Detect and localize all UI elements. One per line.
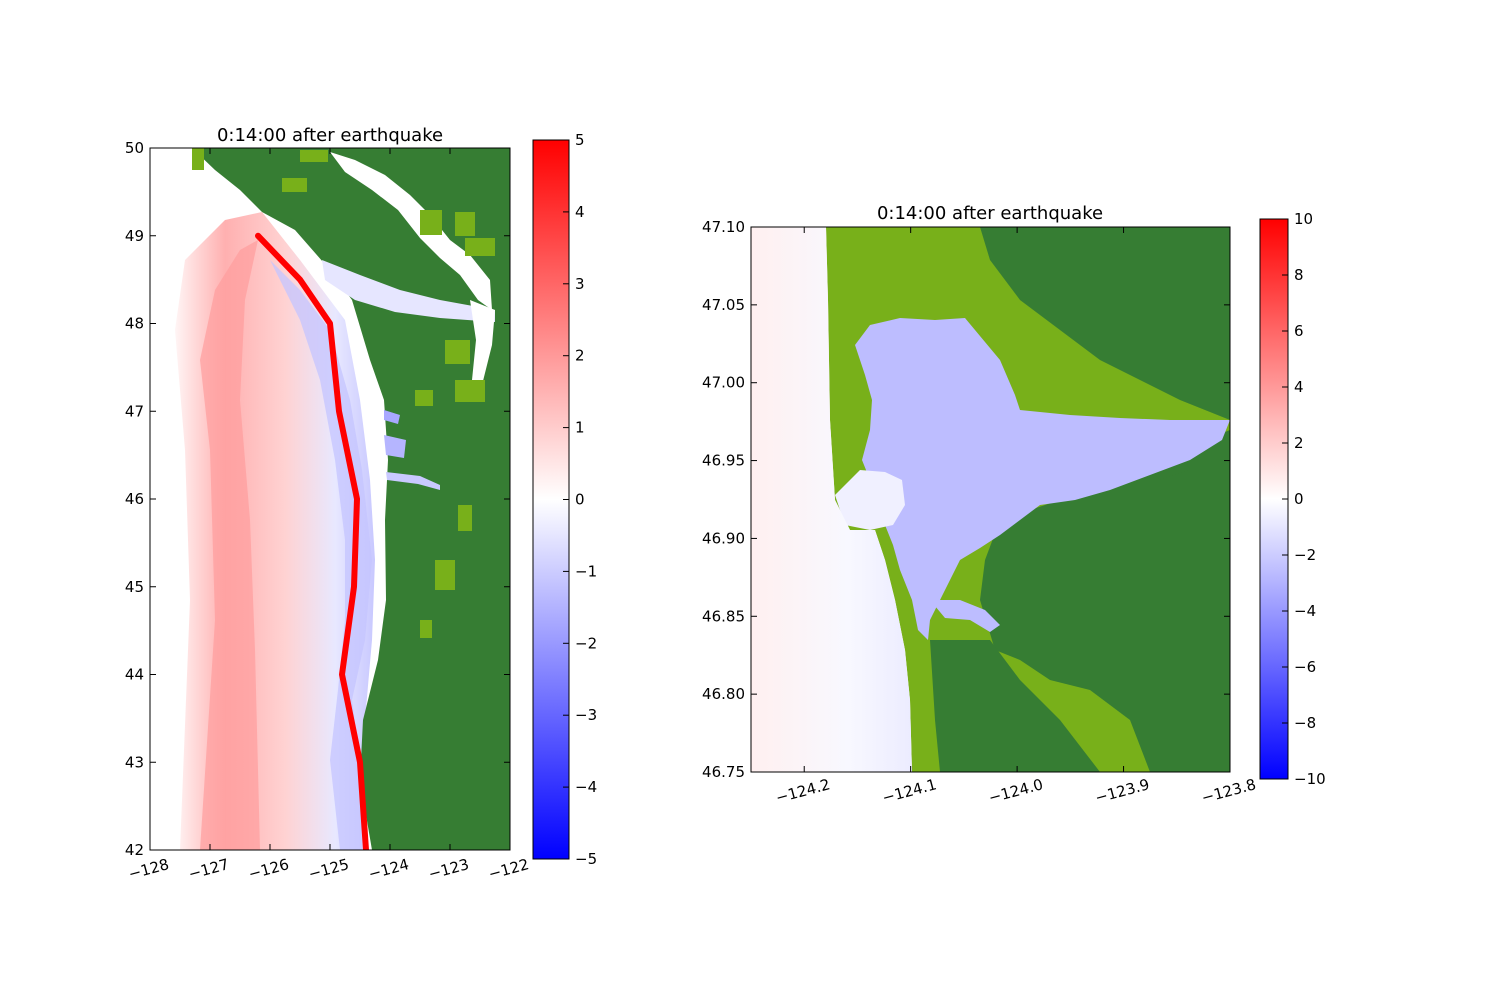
right-x-tick-label: −123.9 (1093, 775, 1151, 807)
right-colorbar: 10 8 6 4 2 0 −2 −4 −6 −8 −10 (1259, 210, 1326, 788)
right-colorbar-tick-label: −8 (1294, 714, 1316, 732)
left-grays-harbor (384, 410, 400, 424)
left-willapa-bay (384, 435, 406, 458)
right-colorbar-tick-label: 6 (1294, 322, 1304, 340)
left-puget-sound (470, 300, 495, 385)
right-grays-harbor-water (855, 318, 1230, 640)
left-georgia-strait (330, 152, 492, 310)
left-y-tick-label: 45 (125, 578, 144, 596)
right-map-panel: 0:14:00 after earthquake −124.2 −124.1 −12… (702, 203, 1258, 807)
left-colorbar-tick-label: −2 (575, 634, 597, 652)
left-x-tick-label: −123 (426, 855, 470, 883)
left-x-tick-label: −125 (306, 855, 350, 883)
right-colorbar-tick-label: −4 (1294, 602, 1316, 620)
right-colorbar-tick-label: 10 (1294, 210, 1313, 228)
left-wave-front (255, 232, 369, 850)
right-y-tick-label: 46.75 (702, 763, 745, 781)
left-y-tick-label: 43 (125, 753, 144, 771)
right-river-inlet (930, 600, 1000, 632)
left-x-tick-label: −126 (246, 855, 290, 883)
left-y-axis: 42 43 44 45 46 47 48 49 50 (125, 139, 510, 859)
left-x-tick-label: −124 (366, 855, 410, 883)
right-map-image (751, 227, 1230, 772)
left-x-tick-label: −122 (486, 855, 530, 883)
left-wave-crest-band (200, 240, 260, 850)
left-land-light-patches (192, 148, 495, 638)
right-x-tick-label: −124.2 (774, 775, 832, 807)
right-y-tick-label: 47.05 (702, 296, 745, 314)
left-x-tick-label: −127 (186, 855, 230, 883)
left-x-tick-label: −128 (126, 855, 170, 883)
right-colorbar-tick-label: 4 (1294, 378, 1304, 396)
left-strait-water (322, 260, 495, 322)
right-y-tick-label: 46.95 (702, 452, 745, 470)
left-colorbar-tick-label: −5 (575, 850, 597, 868)
left-y-tick-label: 42 (125, 841, 144, 859)
left-columbia-river (386, 472, 440, 490)
left-y-tick-label: 47 (125, 402, 144, 420)
left-colorbar-tick-label: −3 (575, 706, 597, 724)
right-y-tick-label: 47.10 (702, 218, 745, 236)
left-y-tick-label: 49 (125, 227, 144, 245)
left-colorbar-tick-label: 1 (575, 419, 585, 437)
right-colorbar-tick-label: −2 (1294, 546, 1316, 564)
left-chart-title: 0:14:00 after earthquake (217, 125, 443, 146)
left-map-image (150, 148, 510, 850)
left-colorbar-tick-label: 2 (575, 347, 585, 365)
right-colorbar-tick-label: −6 (1294, 658, 1316, 676)
left-colorbar-tick-label: 0 (575, 491, 585, 509)
left-colorbar-tick-label: 5 (575, 131, 585, 149)
left-colorbar-tick-label: 3 (575, 275, 585, 293)
left-colorbar: 5 4 3 2 1 0 −1 −2 −3 −4 −5 (532, 131, 597, 868)
right-y-tick-label: 46.90 (702, 529, 745, 547)
right-x-tick-label: −124.0 (987, 775, 1045, 807)
left-map-panel: 0:14:00 after earthquake (125, 125, 531, 883)
right-colorbar-tick-label: 0 (1294, 490, 1304, 508)
right-axes-frame (750, 226, 1231, 773)
left-colorbar-tick-label: 4 (575, 203, 585, 221)
left-y-tick-label: 46 (125, 490, 144, 508)
right-y-tick-label: 47.00 (702, 374, 745, 392)
left-y-tick-label: 50 (125, 139, 144, 157)
right-y-tick-label: 46.80 (702, 685, 745, 703)
left-y-tick-label: 48 (125, 315, 144, 333)
left-colorbar-tick-label: −4 (575, 778, 597, 796)
right-x-tick-label: −123.8 (1200, 775, 1258, 807)
left-y-tick-label: 44 (125, 666, 144, 684)
left-land-dark (192, 148, 510, 850)
right-x-tick-label: −124.1 (880, 775, 938, 807)
right-colorbar-tick-label: 8 (1294, 266, 1304, 284)
right-chart-title: 0:14:00 after earthquake (877, 203, 1103, 224)
right-colorbar-ticks: 10 8 6 4 2 0 −2 −4 −6 −8 −10 (1282, 210, 1326, 788)
right-ocean-nearshore (751, 227, 912, 772)
right-y-axis: 46.75 46.80 46.85 46.90 46.95 47.00 47.05 47.10 (702, 218, 1230, 781)
right-y-tick-label: 46.85 (702, 607, 745, 625)
left-colorbar-gradient (532, 139, 570, 860)
left-colorbar-ticks: 5 4 3 2 1 0 −1 −2 −3 −4 −5 (563, 131, 597, 868)
right-colorbar-tick-label: 2 (1294, 434, 1304, 452)
right-bay-entrance (835, 470, 905, 530)
left-colorbar-tick-label: −1 (575, 562, 597, 580)
right-colorbar-tick-label: −10 (1294, 770, 1326, 788)
